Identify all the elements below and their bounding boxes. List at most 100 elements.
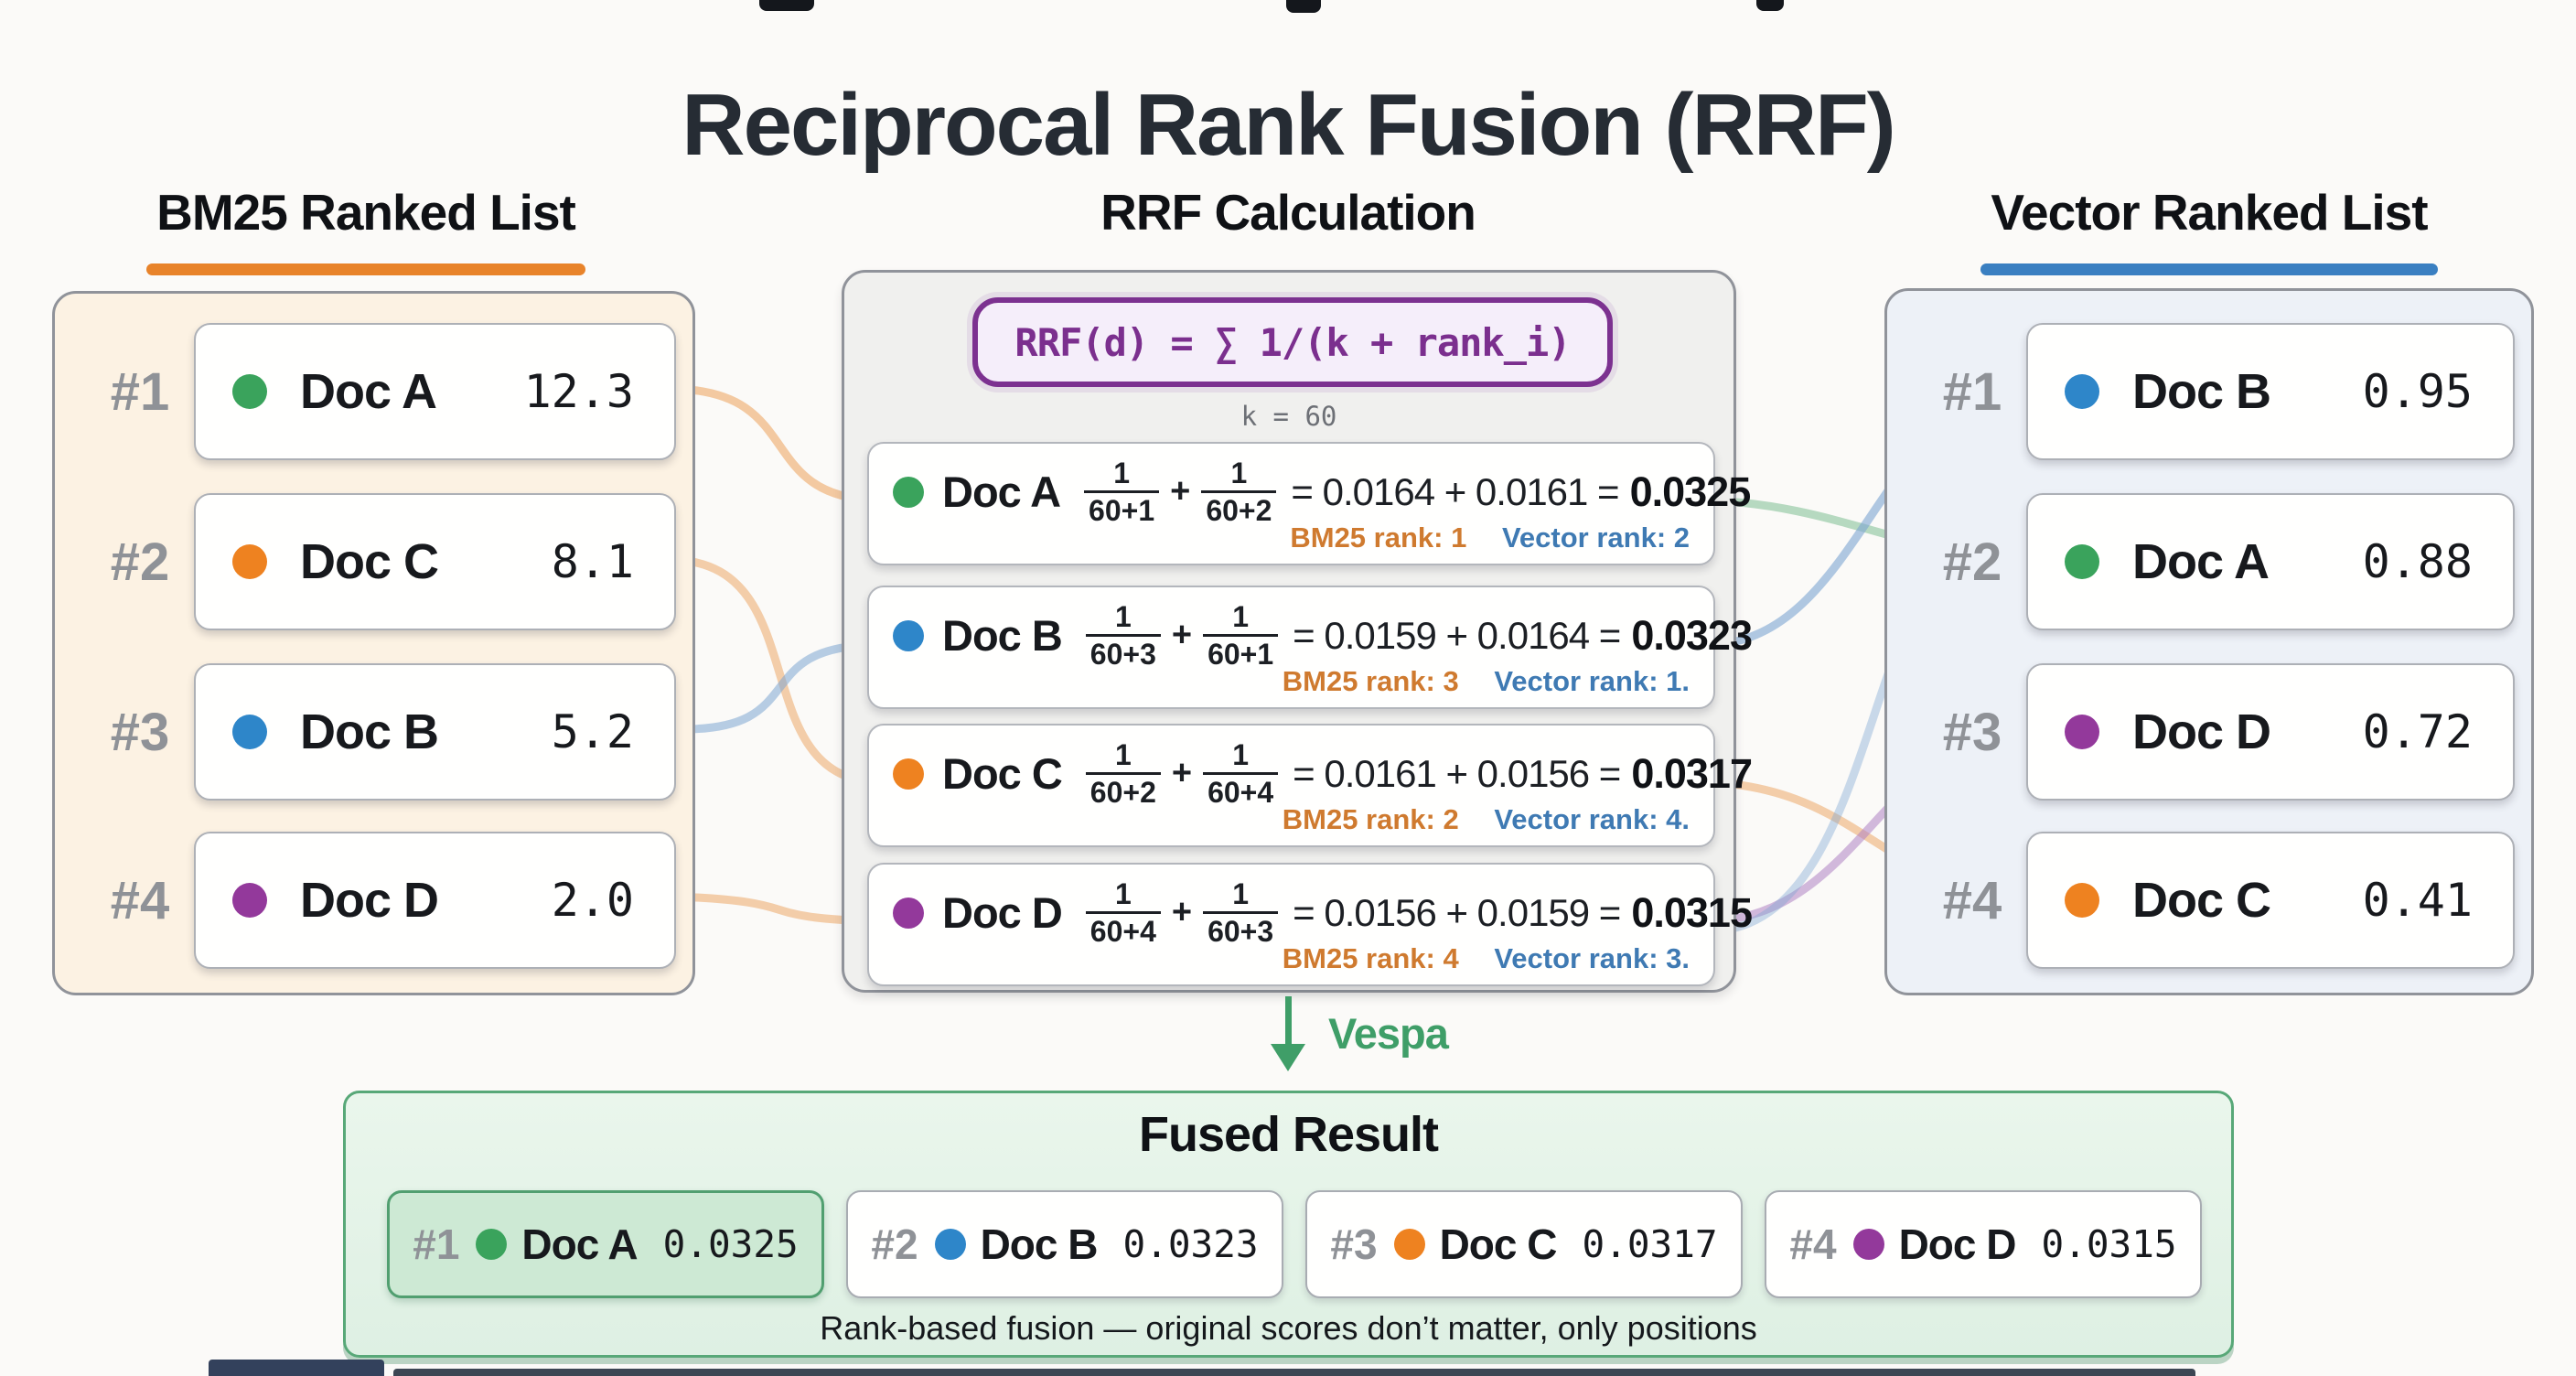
bm25-row: #2 Doc C 8.1 <box>55 493 692 630</box>
vector-underline <box>1980 263 2438 275</box>
wire-bm25-doc-c <box>672 555 881 787</box>
doc-score: 0.88 <box>2362 535 2473 588</box>
calc-row-doc-c: Doc C 1 60+2 + 1 60+4 = 0.0161 + 0.0156 = … <box>867 724 1753 847</box>
doc-score: 8.1 <box>551 535 634 588</box>
doc-score: 0.41 <box>2362 874 2473 927</box>
rank-label: #2 <box>1942 532 2002 592</box>
fraction: 1 60+1 <box>1203 602 1279 669</box>
rank-label: #3 <box>1330 1220 1378 1268</box>
fused-chip-2: #2 Doc B 0.0323 <box>846 1190 1283 1298</box>
fraction: 1 60+4 <box>1085 879 1161 946</box>
rrf-formula-box: RRF(d) = ∑ 1/(k + rank_i) <box>972 297 1613 387</box>
calc-total: 0.0323 <box>1631 611 1753 659</box>
doc-color-dot <box>232 374 267 409</box>
arrow-shaft <box>1284 996 1292 1044</box>
doc-name: Doc C <box>1439 1220 1558 1268</box>
rank-sources: BM25 rank: 3 Vector rank: 1. <box>1283 665 1690 698</box>
rank-sources: BM25 rank: 1 Vector rank: 2 <box>1290 521 1690 554</box>
fused-chip-1: #1 Doc A 0.0325 <box>387 1190 824 1298</box>
fused-result-panel: Fused Result #1 Doc A 0.0325 #2 Doc B 0.… <box>343 1091 2234 1358</box>
bm25-row: #1 Doc A 12.3 <box>55 323 692 460</box>
doc-name: Doc B <box>2132 364 2271 419</box>
doc-name: Doc D <box>942 888 1063 937</box>
bm25-rank-note: BM25 rank: 1 <box>1290 521 1467 554</box>
calc-row-doc-b: Doc B 1 60+3 + 1 60+1 = 0.0159 + 0.0164 = … <box>867 586 1753 709</box>
vector-panel: #1 Doc B 0.95 #2 Doc A 0.88 #3 Doc D 0.7… <box>1884 288 2534 995</box>
bm25-row: #4 Doc D 2.0 <box>55 832 692 969</box>
bm25-rank-note: BM25 rank: 3 <box>1282 665 1459 697</box>
calc-equation: = 0.0164 + 0.0161 = <box>1291 469 1619 513</box>
doc-card: Doc A 0.88 <box>2026 493 2515 630</box>
down-arrow-icon <box>1271 996 1305 1071</box>
doc-name: Doc A <box>2132 534 2270 589</box>
vector-rank-note: Vector rank: 3. <box>1494 942 1690 974</box>
doc-name: Doc B <box>942 611 1063 660</box>
vector-row: #4 Doc C 0.41 <box>1887 832 2531 969</box>
calc-equation: = 0.0159 + 0.0164 = <box>1293 613 1621 657</box>
bm25-row: #3 Doc B 5.2 <box>55 663 692 801</box>
rank-label: #4 <box>1789 1220 1837 1268</box>
rank-label: #1 <box>110 361 170 422</box>
fraction: 1 60+3 <box>1203 879 1279 946</box>
wire-bm25-doc-b <box>672 640 881 734</box>
doc-card: Doc B 0.95 <box>2026 323 2515 460</box>
calc-row-doc-d: Doc D 1 60+4 + 1 60+3 = 0.0156 + 0.0159 = … <box>867 863 1753 986</box>
doc-name: Doc C <box>942 749 1063 798</box>
rank-label: #1 <box>1942 361 2002 422</box>
plus-sign: + <box>1171 616 1193 654</box>
rrf-formula: RRF(d) = ∑ 1/(k + rank_i) <box>1014 319 1571 365</box>
bm25-rank-note: BM25 rank: 2 <box>1282 803 1459 835</box>
vector-row: #1 Doc B 0.95 <box>1887 323 2531 460</box>
bm25-panel: #1 Doc A 12.3 #2 Doc C 8.1 #3 Doc B 5.2 … <box>52 291 695 995</box>
plus-sign: + <box>1170 472 1191 511</box>
rank-label: #3 <box>110 702 170 762</box>
doc-color-dot <box>2065 715 2099 749</box>
fraction: 1 60+4 <box>1203 740 1279 807</box>
doc-card: Doc D 0.72 <box>2026 663 2515 801</box>
doc-name: Doc D <box>1898 1220 2017 1268</box>
rank-label: #2 <box>110 532 170 592</box>
rank-label: #4 <box>110 870 170 930</box>
vector-row: #2 Doc A 0.88 <box>1887 493 2531 630</box>
doc-card: Doc D 2.0 <box>194 832 676 969</box>
doc-score: 0.0317 <box>1582 1222 1718 1266</box>
doc-color-dot <box>232 883 267 918</box>
doc-card: Doc C 0.41 <box>2026 832 2515 969</box>
doc-color-dot <box>232 544 267 579</box>
doc-color-dot <box>934 1229 966 1260</box>
doc-score: 0.0315 <box>2041 1222 2177 1266</box>
doc-name: Doc C <box>300 534 439 589</box>
doc-card: Doc C 8.1 <box>194 493 676 630</box>
calc-equation: = 0.0156 + 0.0159 = <box>1293 890 1621 934</box>
vector-rank-note: Vector rank: 1. <box>1494 665 1690 697</box>
doc-score: 2.0 <box>551 874 634 927</box>
doc-color-dot <box>2065 883 2099 918</box>
doc-score: 0.0323 <box>1122 1222 1259 1266</box>
calc-total: 0.0325 <box>1629 468 1752 515</box>
fused-chip-3: #3 Doc C 0.0317 <box>1305 1190 1743 1298</box>
doc-score: 0.95 <box>2362 365 2473 418</box>
arrow-head <box>1271 1044 1305 1071</box>
vector-rank-note: Vector rank: 2 <box>1501 521 1690 554</box>
bm25-heading: BM25 Ranked List <box>156 184 576 241</box>
k-constant-note: k = 60 <box>1240 401 1337 432</box>
doc-score: 0.0325 <box>662 1222 799 1266</box>
rank-sources: BM25 rank: 2 Vector rank: 4. <box>1283 803 1690 836</box>
fraction: 1 60+2 <box>1201 458 1277 525</box>
top-edge-artifact <box>1756 0 1784 11</box>
doc-color-dot <box>2065 544 2099 579</box>
vector-rank-note: Vector rank: 4. <box>1494 803 1690 835</box>
doc-score: 0.72 <box>2362 705 2473 758</box>
bm25-rank-note: BM25 rank: 4 <box>1282 942 1459 974</box>
wire-bm25-doc-d <box>672 892 881 926</box>
doc-name: Doc A <box>942 468 1061 516</box>
fused-caption: Rank-based fusion — original scores don’… <box>820 1309 1757 1347</box>
doc-name: Doc A <box>300 364 437 419</box>
wire-bm25-doc-a <box>672 384 881 505</box>
calc-total: 0.0315 <box>1631 888 1753 936</box>
rrf-panel: RRF(d) = ∑ 1/(k + rank_i) k = 60 Doc A 1… <box>842 270 1753 993</box>
doc-name: Doc C <box>2132 873 2271 928</box>
doc-color-dot <box>893 758 924 790</box>
doc-name: Doc B <box>980 1220 1099 1268</box>
calc-equation: = 0.0161 + 0.0156 = <box>1293 751 1621 795</box>
